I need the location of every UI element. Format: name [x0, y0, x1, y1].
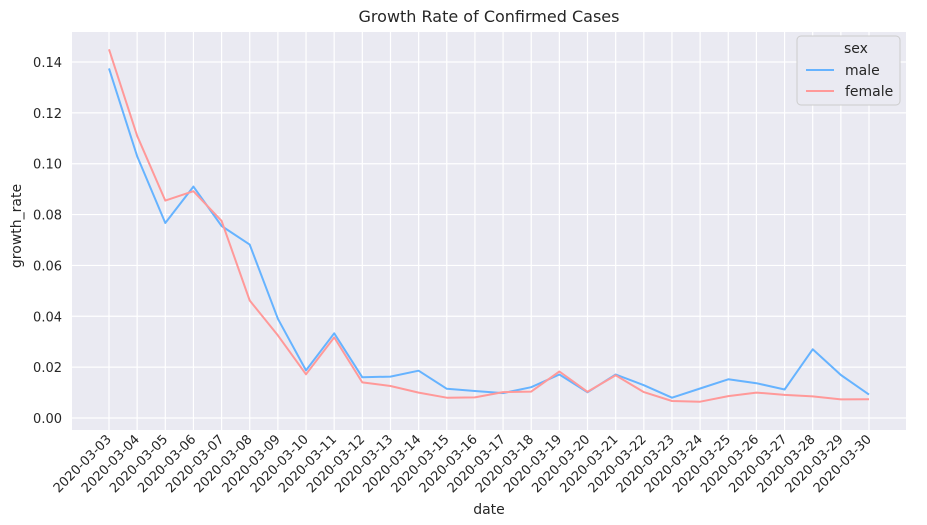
- legend: sex male female: [796, 35, 901, 106]
- y-tick-label: 0.10: [33, 158, 62, 173]
- y-tick-label: 0.12: [33, 107, 62, 122]
- grid: [72, 32, 906, 430]
- plot-area: [72, 32, 906, 430]
- legend-title: sex: [844, 41, 868, 57]
- series-line-female: [108, 48, 870, 403]
- chart-title: Growth Rate of Confirmed Cases: [359, 7, 620, 26]
- x-axis-label: date: [473, 502, 505, 518]
- legend-box: [796, 35, 901, 106]
- y-tick-label: 0.14: [33, 56, 62, 71]
- y-tick-label: 0.02: [33, 361, 62, 376]
- legend-label-female: female: [845, 84, 893, 100]
- series-lines: [108, 48, 870, 403]
- y-axis-ticks: 0.00 0.02 0.04 0.06 0.08 0.10 0.12 0.14: [33, 56, 62, 427]
- x-axis-ticks: 2020-03-032020-03-042020-03-052020-03-06…: [51, 432, 875, 496]
- y-tick-label: 0.00: [33, 412, 62, 427]
- y-tick-label: 0.08: [33, 209, 62, 224]
- y-tick-label: 0.04: [33, 310, 62, 325]
- legend-label-male: male: [845, 63, 880, 79]
- y-tick-label: 0.06: [33, 259, 62, 274]
- series-line-male: [108, 68, 870, 399]
- y-axis-label: growth_rate: [9, 184, 25, 268]
